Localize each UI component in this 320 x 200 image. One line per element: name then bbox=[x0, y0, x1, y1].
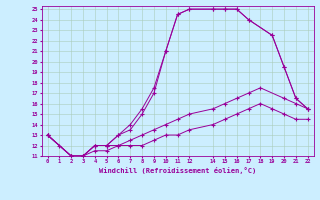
X-axis label: Windchill (Refroidissement éolien,°C): Windchill (Refroidissement éolien,°C) bbox=[99, 167, 256, 174]
